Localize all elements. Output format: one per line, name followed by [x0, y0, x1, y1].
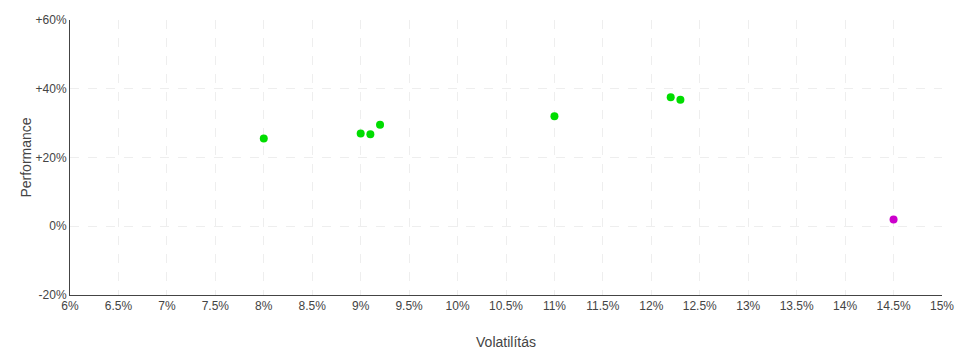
- svg-text:10%: 10%: [446, 299, 470, 313]
- svg-text:8.5%: 8.5%: [299, 299, 327, 313]
- svg-text:9%: 9%: [352, 299, 370, 313]
- svg-text:13%: 13%: [736, 299, 760, 313]
- svg-text:0%: 0%: [49, 219, 67, 233]
- svg-text:13.5%: 13.5%: [780, 299, 814, 313]
- svg-text:Performance: Performance: [18, 117, 34, 197]
- svg-text:15%: 15%: [930, 299, 954, 313]
- svg-text:-20%: -20%: [39, 288, 67, 302]
- svg-text:+40%: +40%: [36, 82, 67, 96]
- svg-text:+20%: +20%: [36, 151, 67, 165]
- svg-text:7.5%: 7.5%: [202, 299, 230, 313]
- svg-text:+60%: +60%: [36, 13, 67, 27]
- svg-text:10.5%: 10.5%: [489, 299, 523, 313]
- svg-text:7%: 7%: [158, 299, 176, 313]
- svg-text:12%: 12%: [639, 299, 663, 313]
- svg-text:11.5%: 11.5%: [586, 299, 619, 313]
- svg-text:8%: 8%: [255, 299, 273, 313]
- svg-text:6.5%: 6.5%: [105, 299, 133, 313]
- svg-text:Volatilítás: Volatilítás: [476, 334, 536, 350]
- svg-text:12.5%: 12.5%: [683, 299, 717, 313]
- svg-text:9.5%: 9.5%: [395, 299, 423, 313]
- svg-text:14.5%: 14.5%: [877, 299, 911, 313]
- svg-text:14%: 14%: [833, 299, 857, 313]
- svg-text:11%: 11%: [543, 299, 566, 313]
- svg-text:6%: 6%: [61, 299, 79, 313]
